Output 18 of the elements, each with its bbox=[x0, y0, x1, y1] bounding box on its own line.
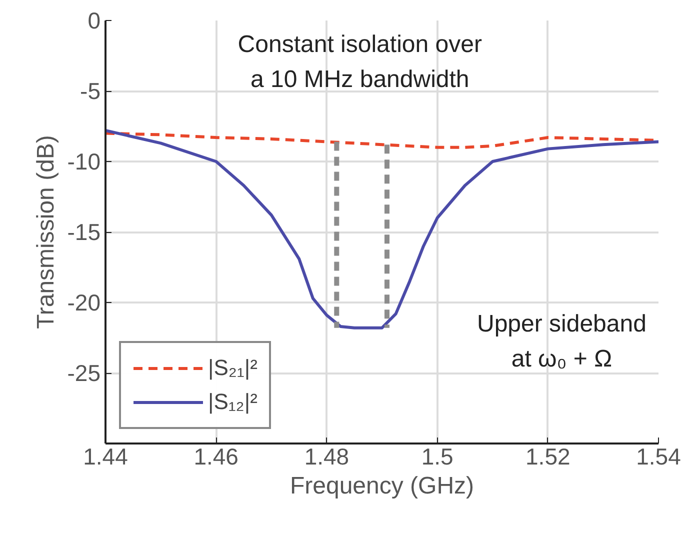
y-tick-label: -25 bbox=[67, 360, 101, 386]
y-tick-label: -5 bbox=[80, 78, 100, 104]
y-tick-label: 0 bbox=[88, 8, 101, 34]
y-tick-label: -15 bbox=[67, 219, 101, 245]
legend-label: |S₂₁|² bbox=[208, 355, 258, 381]
x-tick-label: 1.46 bbox=[194, 444, 238, 470]
x-tick-label: 1.54 bbox=[636, 444, 682, 470]
x-tick-label: 1.52 bbox=[526, 444, 570, 470]
annotation: Constant isolation over a 10 MHz bandwidth bbox=[238, 31, 482, 94]
x-tick-label: 1.44 bbox=[83, 444, 128, 470]
annotation: Upper sideband at ω₀ + Ω bbox=[477, 310, 646, 372]
x-tick-label: 1.5 bbox=[421, 444, 454, 470]
y-axis-title: Transmission (dB) bbox=[32, 135, 60, 329]
y-tick-label: -20 bbox=[67, 290, 101, 316]
y-tick-label: -10 bbox=[67, 148, 101, 174]
x-axis-title: Frequency (GHz) bbox=[290, 472, 474, 500]
legend-label: |S₁₂|² bbox=[208, 389, 258, 415]
x-tick-label: 1.48 bbox=[304, 444, 350, 470]
